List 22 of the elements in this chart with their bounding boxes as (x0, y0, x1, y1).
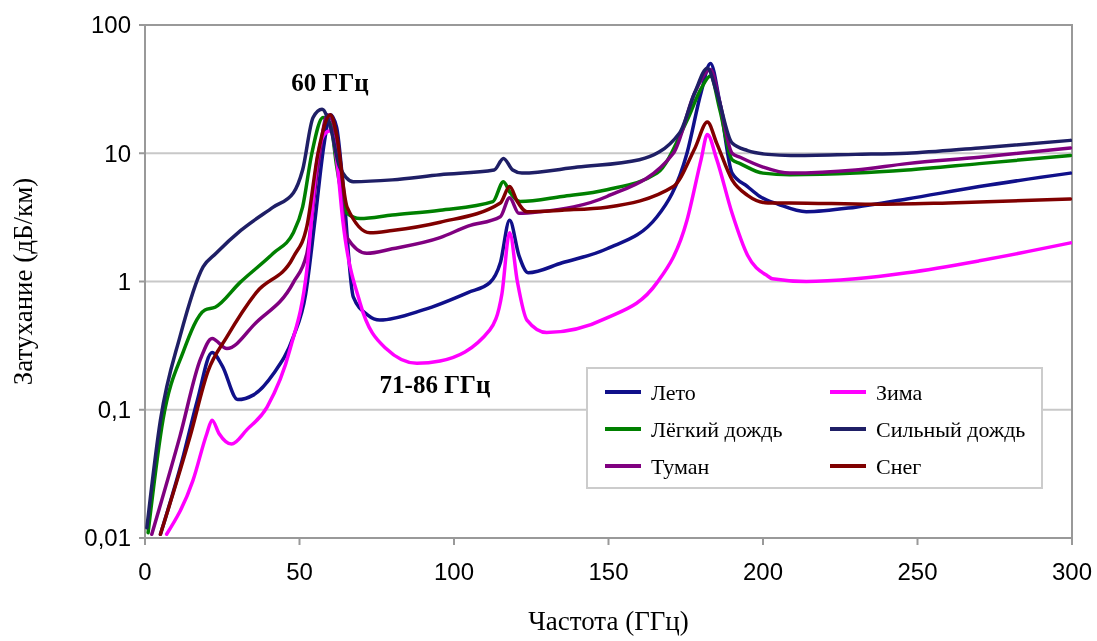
x-tick-label: 300 (1051, 558, 1093, 585)
legend-label: Лето (651, 379, 696, 405)
x-tick-label: 50 (286, 558, 313, 585)
y-tick-label: 100 (90, 11, 131, 39)
legend-label: Лёгкий дождь (651, 416, 783, 442)
x-tick-label: 150 (588, 558, 629, 585)
y-tick-label: 1 (117, 267, 131, 295)
annotation: 60 ГГц (291, 68, 369, 96)
legend-label: Снег (876, 453, 922, 479)
x-tick-label: 250 (897, 558, 938, 585)
y-tick-label: 0,1 (97, 396, 131, 424)
x-tick-label: 200 (742, 558, 784, 585)
legend-label: Зима (876, 379, 923, 405)
x-tick-label: 100 (433, 558, 475, 585)
annotation: 71-86 ГГц (379, 370, 491, 398)
y-tick-label: 0,01 (84, 524, 131, 552)
y-tick-label: 10 (104, 139, 131, 167)
x-tick-label: 0 (138, 558, 152, 585)
legend-label: Сильный дождь (876, 416, 1026, 442)
y-axis-title: Затухание (дБ/км) (8, 177, 38, 386)
x-axis-title: Частота (ГГц) (528, 606, 689, 636)
legend-label: Туман (651, 453, 710, 479)
